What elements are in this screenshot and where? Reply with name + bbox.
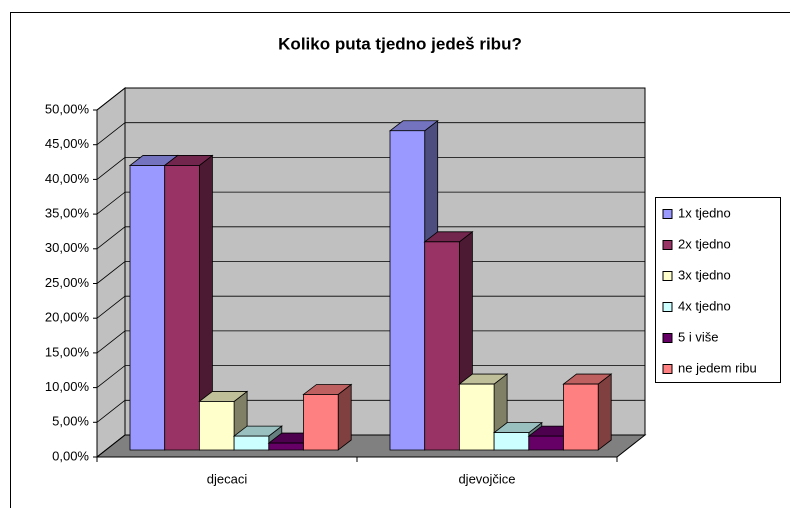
- y-tick-label: 40,00%: [45, 171, 90, 186]
- y-tick-label: 0,00%: [52, 448, 89, 463]
- legend-label: 4x tjedno: [678, 298, 731, 313]
- bar-front: [129, 165, 166, 451]
- bar-front: [424, 241, 460, 451]
- legend-label: 3x tjedno: [678, 267, 731, 282]
- bar-front: [233, 435, 270, 451]
- grid-line: [96, 226, 645, 250]
- grid-line: [96, 122, 645, 146]
- legend-label: 1x tjedno: [678, 205, 731, 220]
- bar-front: [268, 442, 304, 451]
- y-tick-label: 5,00%: [52, 414, 89, 429]
- bar-side: [337, 383, 352, 451]
- legend-label: 5 i više: [678, 329, 718, 344]
- legend-box: [655, 197, 781, 383]
- x-tick-label: djecaci: [207, 471, 248, 486]
- bar-front: [198, 401, 235, 451]
- legend-swatch: [662, 271, 673, 281]
- bar: [198, 390, 249, 451]
- bar: [562, 373, 613, 451]
- legend-label: 2x tjedno: [678, 236, 731, 251]
- y-tick-label: 15,00%: [45, 344, 90, 359]
- bar-front: [563, 383, 599, 451]
- grid-line: [96, 156, 645, 180]
- y-tick-label: 30,00%: [45, 240, 90, 255]
- bar-front: [303, 394, 339, 451]
- legend-label: ne jedem ribu: [678, 360, 757, 375]
- grid-line: [96, 87, 645, 111]
- bar-front: [528, 435, 564, 451]
- bar-front: [389, 130, 426, 451]
- y-tick-label: 35,00%: [45, 206, 90, 221]
- bar: [302, 383, 353, 451]
- chart-title: Koliko puta tjedno jedeš ribu?: [278, 34, 522, 53]
- x-tick-label: djevojčice: [458, 471, 515, 486]
- y-tick-label: 20,00%: [45, 310, 90, 325]
- y-tick-label: 50,00%: [45, 101, 90, 116]
- bar-front: [458, 383, 495, 451]
- legend-swatch: [662, 364, 673, 374]
- legend-swatch: [662, 302, 673, 312]
- legend-swatch: [662, 333, 673, 343]
- legend-swatch: [662, 240, 673, 250]
- y-tick-label: 10,00%: [45, 379, 90, 394]
- bar-front: [493, 432, 530, 451]
- legend-swatch: [662, 209, 673, 219]
- y-tick-label: 45,00%: [45, 136, 90, 151]
- bar-front: [164, 165, 200, 451]
- bar: [163, 154, 214, 451]
- bar-side: [597, 373, 612, 451]
- grid-line: [96, 191, 645, 215]
- y-tick-label: 25,00%: [45, 275, 90, 290]
